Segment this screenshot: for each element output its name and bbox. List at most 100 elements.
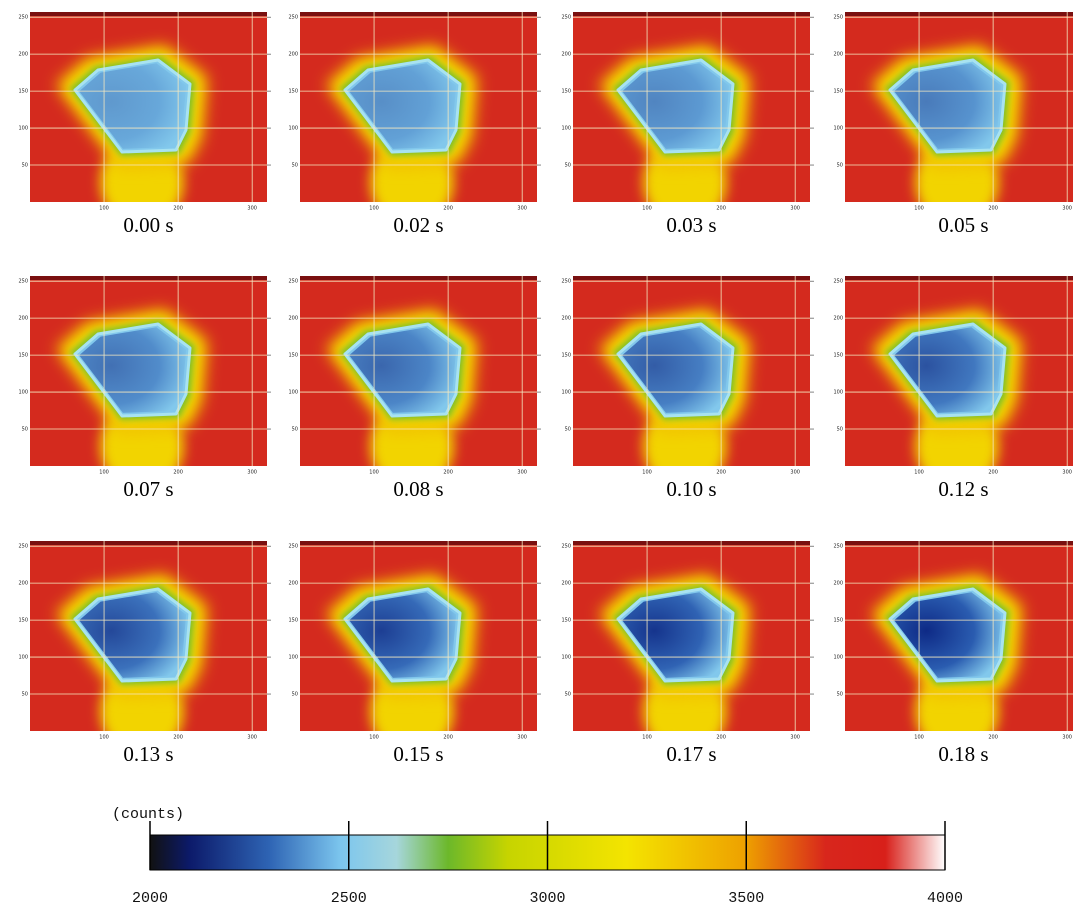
x-tick-label: 300: [790, 470, 800, 476]
panel-caption: 0.00 s: [123, 213, 173, 237]
x-tick-label: 300: [517, 470, 527, 476]
x-tick-label: 300: [1062, 470, 1072, 476]
x-tick-label: 100: [99, 206, 109, 212]
y-tick-label: 50: [292, 692, 298, 698]
x-tick-label: 100: [914, 206, 924, 212]
y-tick-label: 50: [837, 692, 843, 698]
x-tick-label: 200: [988, 206, 998, 212]
y-tick-label: 50: [565, 692, 571, 698]
x-tick-label: 200: [443, 470, 453, 476]
y-tick-label: 100: [833, 126, 843, 132]
x-tick-label: 300: [247, 470, 257, 476]
y-tick-label: 200: [18, 316, 28, 322]
colorbar-tick-label: 3000: [529, 890, 565, 907]
panel-caption: 0.03 s: [666, 213, 716, 237]
y-tick-label: 150: [18, 353, 28, 359]
heatmap-panel: 100 200 300 50 100 150 200 250 0.12 s: [833, 276, 1073, 501]
y-tick-label: 250: [18, 544, 28, 550]
y-tick-label: 150: [833, 89, 843, 95]
colorbar-tick-label: 2000: [132, 890, 168, 907]
y-tick-label: 150: [288, 89, 298, 95]
x-tick-label: 200: [716, 206, 726, 212]
x-tick-label: 200: [173, 470, 183, 476]
y-tick-label: 200: [18, 581, 28, 587]
x-tick-label: 100: [642, 206, 652, 212]
panel-caption: 0.17 s: [666, 742, 716, 766]
y-tick-label: 200: [561, 316, 571, 322]
heatmap-panel: 100 200 300 50 100 150 200 250 0.13 s: [18, 541, 271, 766]
heatmap-panel: 100 200 300 50 100 150 200 250 0.17 s: [561, 541, 814, 766]
heatmap-panel: 100 200 300 50 100 150 200 250 0.03 s: [561, 12, 814, 237]
panel-caption: 0.15 s: [393, 742, 443, 766]
y-tick-label: 200: [288, 52, 298, 58]
y-tick-label: 250: [18, 15, 28, 21]
y-tick-label: 100: [288, 126, 298, 132]
y-tick-label: 150: [561, 89, 571, 95]
y-tick-label: 150: [833, 618, 843, 624]
y-tick-label: 100: [18, 655, 28, 661]
heatmap-panel: 100 200 300 50 100 150 200 250 0.08 s: [288, 276, 541, 501]
y-tick-label: 250: [288, 15, 298, 21]
y-tick-label: 150: [18, 618, 28, 624]
y-tick-label: 250: [288, 544, 298, 550]
y-tick-label: 50: [292, 427, 298, 433]
panel-caption: 0.12 s: [938, 477, 988, 501]
y-tick-label: 200: [833, 581, 843, 587]
x-tick-label: 100: [914, 735, 924, 741]
y-tick-label: 50: [837, 163, 843, 169]
y-tick-label: 50: [22, 163, 28, 169]
x-tick-label: 100: [914, 470, 924, 476]
colorbar-tick-label: 3500: [728, 890, 764, 907]
x-tick-label: 100: [642, 470, 652, 476]
colorbar-tick-label: 4000: [927, 890, 963, 907]
y-tick-label: 100: [288, 390, 298, 396]
x-tick-label: 100: [369, 735, 379, 741]
y-tick-label: 200: [561, 581, 571, 587]
colorbar-tick-label: 2500: [331, 890, 367, 907]
y-tick-label: 250: [833, 544, 843, 550]
y-tick-label: 250: [833, 279, 843, 285]
panel-caption: 0.05 s: [938, 213, 988, 237]
y-tick-label: 100: [561, 655, 571, 661]
x-tick-label: 300: [1062, 735, 1072, 741]
y-tick-label: 200: [288, 316, 298, 322]
panel-caption: 0.13 s: [123, 742, 173, 766]
y-tick-label: 150: [561, 353, 571, 359]
y-tick-label: 100: [833, 655, 843, 661]
x-tick-label: 300: [790, 206, 800, 212]
heatmap-panel: 100 200 300 50 100 150 200 250 0.18 s: [833, 541, 1073, 766]
x-tick-label: 200: [173, 735, 183, 741]
heatmap-panel: 100 200 300 50 100 150 200 250 0.05 s: [833, 12, 1073, 237]
y-tick-label: 100: [18, 390, 28, 396]
x-tick-label: 200: [443, 735, 453, 741]
x-tick-label: 300: [1062, 206, 1072, 212]
heatmap-panel: 100 200 300 50 100 150 200 250 0.10 s: [561, 276, 814, 501]
panel-caption: 0.07 s: [123, 477, 173, 501]
panel-caption: 0.18 s: [938, 742, 988, 766]
y-tick-label: 250: [18, 279, 28, 285]
y-tick-label: 200: [561, 52, 571, 58]
y-tick-label: 150: [561, 618, 571, 624]
y-tick-label: 50: [292, 163, 298, 169]
x-tick-label: 200: [173, 206, 183, 212]
x-tick-label: 100: [99, 470, 109, 476]
y-tick-label: 100: [833, 390, 843, 396]
y-tick-label: 50: [22, 692, 28, 698]
x-tick-label: 300: [247, 735, 257, 741]
x-tick-label: 200: [443, 206, 453, 212]
y-tick-label: 100: [288, 655, 298, 661]
y-tick-label: 200: [288, 581, 298, 587]
x-tick-label: 100: [99, 735, 109, 741]
y-tick-label: 150: [288, 353, 298, 359]
x-tick-label: 300: [790, 735, 800, 741]
x-tick-label: 100: [642, 735, 652, 741]
y-tick-label: 200: [833, 52, 843, 58]
heatmap-panel: 100 200 300 50 100 150 200 250 0.15 s: [288, 541, 541, 766]
y-tick-label: 100: [18, 126, 28, 132]
y-tick-label: 50: [565, 427, 571, 433]
heatmap-panel: 100 200 300 50 100 150 200 250 0.02 s: [288, 12, 541, 237]
panel-caption: 0.02 s: [393, 213, 443, 237]
heatmap-panel: 100 200 300 50 100 150 200 250 0.07 s: [18, 276, 271, 501]
y-tick-label: 100: [561, 126, 571, 132]
